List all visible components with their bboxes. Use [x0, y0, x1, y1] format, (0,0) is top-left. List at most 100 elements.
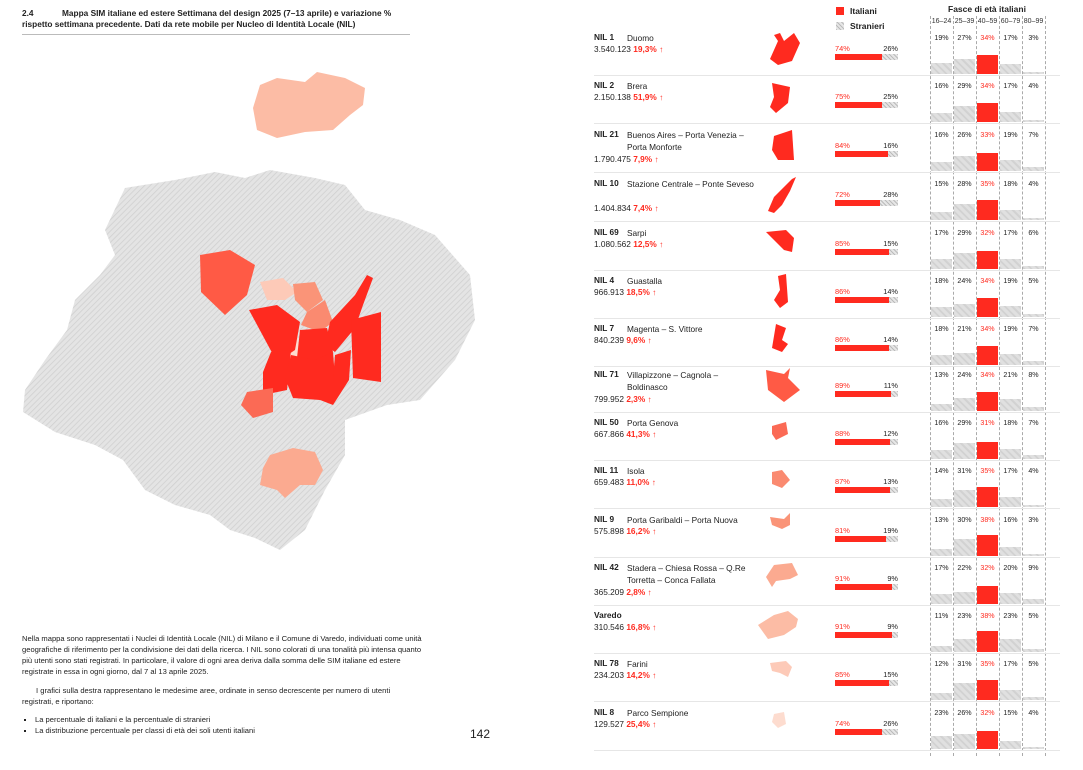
column-divider [1022, 16, 1023, 756]
nationality-bar [835, 297, 898, 303]
weekly-change: 18,5% [626, 287, 650, 297]
weekly-change: 19,3% [633, 44, 657, 54]
nil-shape-path [772, 324, 788, 352]
age-pct-label: 13% [934, 516, 949, 524]
nil-1-area [285, 352, 335, 400]
nil-stats: 667.866 41,3% ↑ [594, 429, 656, 439]
nil-shape [770, 513, 790, 529]
age-pct-label: 15% [1003, 709, 1018, 717]
stranieri-pct: 15% [883, 239, 898, 248]
figure-caption: 2.4 Mappa SIM italiane ed estere Settiman… [22, 8, 410, 35]
age-pct-label: 29% [957, 82, 972, 90]
nil-name: Sarpi [627, 228, 647, 238]
italiani-fill [835, 54, 882, 60]
nil-row: NIL 42 Stadera – Chiesa Rossa – Q.Re Torr… [594, 557, 1060, 606]
nil-stats: 1.790.475 7,9% ↑ [594, 154, 659, 164]
age-bar [1000, 448, 1021, 459]
nil-4-area [315, 350, 351, 405]
age-pct-label: 31% [980, 419, 995, 427]
age-pct-label: 21% [957, 325, 972, 333]
bullet-list: La percentuale di italiani e la percentu… [22, 715, 422, 737]
age-histogram: 14% 31% 35% 17% 4% [930, 460, 1045, 508]
stranieri-pct: 25% [883, 92, 898, 101]
age-pct-label: 34% [980, 325, 995, 333]
total-sims: 2.150.138 [594, 92, 631, 102]
arrow-up-icon: ↑ [649, 477, 656, 487]
age-bar [931, 306, 952, 317]
age-bar [977, 441, 998, 459]
italiani-pct: 75% [835, 92, 850, 101]
age-bar [931, 645, 952, 652]
age-bar [1000, 64, 1021, 74]
milan-nil-map [23, 72, 475, 550]
age-pct-label: 18% [1003, 419, 1018, 427]
stranieri-pct: 15% [883, 670, 898, 679]
arrow-up-icon: ↑ [656, 44, 664, 54]
nationality-bar [835, 345, 898, 351]
age-pct-label: 17% [934, 229, 949, 237]
age-pct-label: 17% [1003, 467, 1018, 475]
italiani-fill [835, 584, 893, 590]
italiani-pct: 74% [835, 44, 850, 53]
stranieri-pct: 28% [883, 190, 898, 199]
age-bar [977, 487, 998, 507]
stranieri-pct: 26% [883, 44, 898, 53]
age-pct-label: 19% [1003, 325, 1018, 333]
italiani-fill [835, 680, 889, 686]
age-bar [931, 403, 952, 411]
age-pct-label: 26% [957, 131, 972, 139]
age-pct-label: 17% [1003, 229, 1018, 237]
age-pct-label: 16% [934, 82, 949, 90]
stranieri-swatch [836, 21, 844, 30]
nil-shape-path [772, 130, 794, 160]
total-sims: 1.790.475 [594, 154, 631, 164]
age-bar [954, 58, 975, 74]
nil-code: NIL 69 [594, 227, 619, 237]
nil-code: NIL 9 [594, 514, 615, 524]
nil-stats: 2.150.138 51,9% ↑ [594, 92, 663, 102]
nil-code: NIL 21 [594, 129, 619, 139]
nil-shape-path [772, 712, 786, 728]
legend-label: Italiani [850, 5, 877, 16]
age-bar [931, 548, 952, 556]
age-group-label: 25–39 [954, 18, 975, 25]
age-bar [1000, 592, 1021, 604]
age-bar [1023, 455, 1044, 459]
nil-shape [770, 83, 790, 113]
nil-21-area [351, 312, 381, 382]
age-bar [977, 102, 998, 122]
age-group-label: 16–24 [931, 18, 952, 25]
nil-code: Varedo [594, 610, 622, 620]
age-bar [954, 489, 975, 507]
nationality-bar [835, 487, 898, 493]
nil-shape-path [770, 513, 790, 529]
age-histogram: 11% 23% 38% 23% 5% [930, 605, 1045, 653]
total-sims: 840.239 [594, 335, 624, 345]
weekly-change: 14,2% [626, 670, 650, 680]
age-bar [1000, 497, 1021, 507]
age-pct-label: 20% [1003, 564, 1018, 572]
nil-shape [758, 611, 798, 639]
italiani-pct: 74% [835, 719, 850, 728]
age-pct-label: 8% [1028, 371, 1039, 379]
italiani-pct: 85% [835, 239, 850, 248]
age-pct-label: 16% [934, 419, 949, 427]
italiani-pct: 91% [835, 622, 850, 631]
italiani-pct: 72% [835, 190, 850, 199]
age-bar [931, 354, 952, 365]
age-pct-label: 34% [980, 34, 995, 42]
age-bar [954, 353, 975, 365]
nil-shape-path [770, 33, 800, 65]
age-bar [977, 680, 998, 700]
age-histogram: 15% 28% 35% 18% 4% [930, 173, 1045, 221]
nil-name: Parco Sempione [627, 708, 689, 718]
nationality-bar [835, 102, 898, 108]
nil-stats: 1.080.562 12,5% ↑ [594, 239, 663, 249]
bullet-item: La distribuzione percentuale per classi … [35, 726, 422, 737]
age-pct-label: 32% [980, 229, 995, 237]
age-pct-label: 35% [980, 180, 995, 188]
nationality-bar [835, 391, 898, 397]
nil-code: NIL 50 [594, 417, 619, 427]
nil-name: Villapizzone – Cagnola – Boldinasco [627, 370, 719, 392]
age-bar [954, 539, 975, 556]
